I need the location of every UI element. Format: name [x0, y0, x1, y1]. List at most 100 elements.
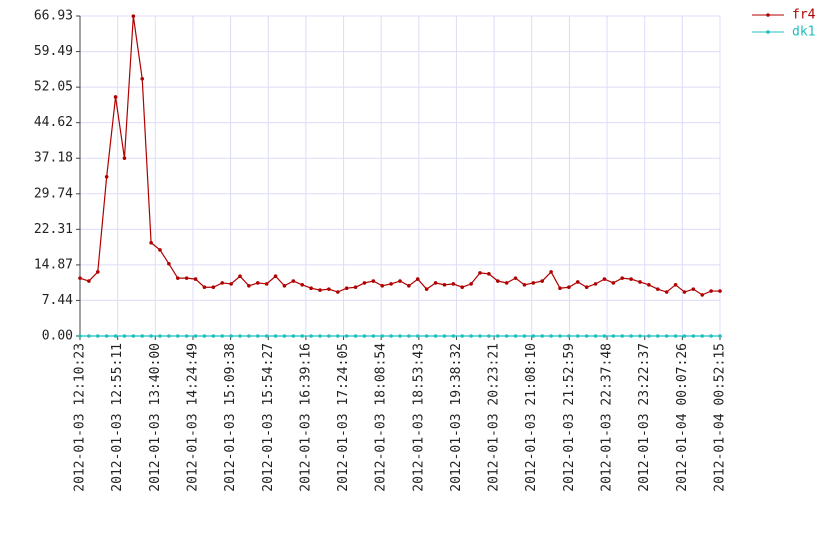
data-point	[149, 240, 153, 245]
data-point	[647, 334, 651, 338]
y-tick-label: 29.74	[34, 186, 73, 201]
data-point	[415, 277, 420, 281]
data-point	[95, 270, 100, 274]
data-point	[362, 334, 367, 338]
data-point	[113, 334, 118, 338]
y-tick-label: 7.44	[42, 293, 73, 308]
data-point	[175, 334, 180, 338]
data-point	[495, 279, 500, 283]
data-point	[398, 334, 402, 338]
data-point	[140, 334, 145, 338]
data-point	[620, 276, 625, 280]
data-point	[540, 279, 545, 283]
y-tick-label: 14.87	[34, 257, 73, 272]
data-point	[540, 334, 545, 338]
data-point	[202, 334, 207, 338]
data-point	[575, 334, 580, 338]
data-point	[300, 334, 305, 338]
data-point	[344, 334, 349, 338]
data-point	[513, 276, 518, 280]
y-tick-label: 59.49	[34, 44, 73, 59]
x-tick-label: 2012-01-03 16:39:16	[298, 343, 313, 492]
data-point	[664, 290, 669, 294]
data-point	[184, 334, 189, 338]
data-point	[78, 334, 82, 338]
data-point	[300, 283, 305, 287]
data-point	[344, 286, 349, 290]
x-tick-label: 2012-01-03 15:09:38	[223, 343, 238, 492]
data-point	[140, 76, 145, 81]
data-point	[495, 334, 500, 338]
legend-label: fr4	[792, 8, 816, 23]
data-point	[593, 334, 598, 338]
legend-label: dk1	[792, 25, 815, 40]
data-point	[220, 334, 225, 338]
y-tick-label: 44.62	[34, 115, 73, 130]
data-point	[273, 274, 278, 279]
x-tick-label: 2012-01-03 12:10:23	[73, 343, 88, 492]
data-point	[309, 286, 313, 290]
data-point	[193, 334, 198, 338]
data-point	[442, 334, 447, 338]
data-point	[531, 334, 536, 338]
data-point	[638, 334, 642, 338]
data-point	[451, 334, 456, 338]
data-point	[398, 279, 402, 283]
y-tick-label: 37.18	[34, 151, 73, 166]
data-point	[335, 290, 340, 294]
x-tick-label: 2012-01-03 23:22:37	[637, 343, 652, 492]
data-point	[584, 285, 589, 290]
data-point	[664, 334, 669, 338]
data-point	[380, 334, 385, 338]
data-point	[291, 279, 296, 283]
data-point	[318, 334, 322, 338]
y-tick-label: 66.93	[34, 9, 73, 24]
data-point	[78, 276, 82, 280]
x-tick-label: 2012-01-03 18:53:43	[411, 343, 426, 492]
x-tick-label: 2012-01-03 21:52:59	[562, 343, 577, 492]
data-point	[255, 281, 260, 285]
legend-marker	[766, 30, 770, 34]
y-tick-label: 52.05	[34, 80, 73, 95]
data-point	[371, 279, 376, 283]
data-point	[131, 334, 136, 338]
data-point	[522, 334, 527, 338]
data-point	[273, 334, 278, 338]
data-point	[629, 334, 633, 338]
data-point	[202, 285, 207, 290]
data-point	[673, 334, 678, 338]
data-point	[433, 334, 438, 338]
data-point	[531, 281, 536, 285]
data-point	[682, 290, 687, 294]
data-point	[255, 334, 260, 338]
data-point	[611, 334, 616, 338]
x-tick-label: 2012-01-03 13:40:00	[148, 343, 163, 492]
data-point	[149, 334, 153, 338]
data-point	[353, 285, 358, 290]
y-tick-label: 22.31	[34, 222, 73, 237]
data-point	[460, 285, 465, 290]
data-point	[451, 282, 456, 286]
data-point	[184, 276, 189, 280]
data-point	[407, 334, 411, 338]
data-point	[282, 334, 287, 338]
data-point	[175, 276, 180, 280]
data-point	[469, 334, 473, 338]
data-point	[238, 334, 242, 338]
data-point	[647, 283, 651, 287]
data-point	[620, 334, 625, 338]
series-line	[79, 16, 720, 296]
data-point	[95, 334, 100, 338]
data-point	[104, 334, 109, 338]
data-point	[593, 282, 598, 286]
data-point	[158, 334, 162, 338]
data-point	[371, 334, 376, 338]
data-point	[389, 282, 393, 286]
x-tick-label: 2012-01-03 21:08:10	[524, 343, 539, 492]
data-point	[655, 334, 660, 338]
legend-marker	[766, 13, 770, 17]
data-point	[211, 334, 216, 338]
data-point	[158, 248, 162, 252]
data-point	[487, 272, 491, 276]
data-point	[87, 334, 91, 338]
